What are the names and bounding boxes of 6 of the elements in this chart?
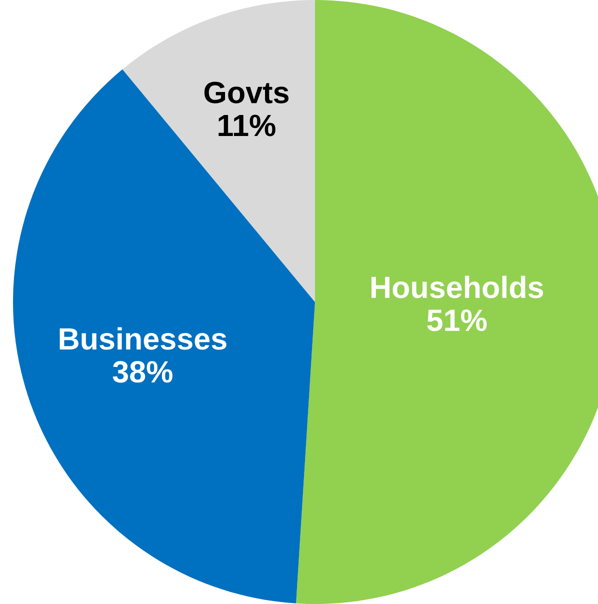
data-label: 51% — [427, 310, 487, 332]
data-label: 11% — [218, 114, 276, 136]
slice-label: Businesses — [60, 327, 226, 350]
data-label: 38% — [112, 361, 172, 383]
slice-label: Govts — [204, 82, 289, 104]
slice-label: Households — [371, 276, 544, 298]
